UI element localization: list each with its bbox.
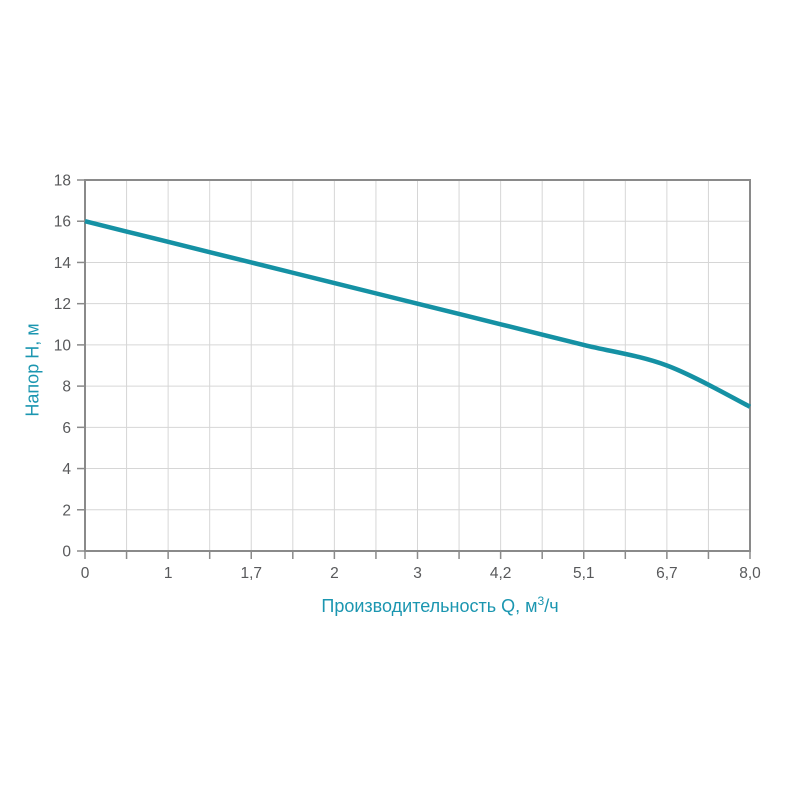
y-axis-title: Напор H, м [23,323,44,416]
y-tick-label: 8 [62,379,71,396]
x-axis-title-text: Производительность Q, м [321,596,538,616]
y-tick-label: 6 [62,420,71,437]
y-tick-label: 10 [54,337,72,354]
y-tick-label: 16 [54,214,71,231]
y-axis-title-text: Напор H, м [22,323,43,417]
x-tick-label: 5,1 [573,565,595,582]
y-tick-label: 14 [54,255,72,272]
x-axis-title: Производительность Q, м3/ч [85,594,795,617]
pump-curve-line [84,219,751,409]
y-tick-label: 4 [62,461,71,478]
y-tick-label: 0 [62,544,71,561]
x-tick-label: 4,2 [490,565,512,582]
x-tick-label: 2 [330,565,339,582]
x-tick-label: 3 [413,565,422,582]
y-tick-label: 18 [54,173,71,190]
x-tick-label: 1,7 [240,565,262,582]
x-tick-label: 6,7 [656,565,678,582]
x-tick-label: 1 [164,565,173,582]
y-tick-label: 2 [62,502,71,519]
x-axis-title-superscript: 3 [537,594,545,608]
x-tick-label: 8,0 [739,565,761,582]
y-tick-label: 12 [54,296,71,313]
x-axis-title-unit-suffix: /ч [544,596,559,616]
x-tick-label: 0 [81,565,90,582]
